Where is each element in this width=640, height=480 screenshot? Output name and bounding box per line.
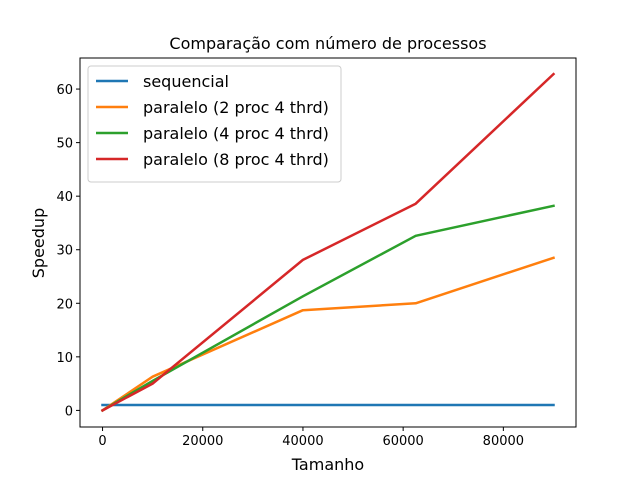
y-axis-label: Speedup — [29, 208, 48, 278]
series-line-2 — [100, 256, 556, 413]
y-tick-label: 40 — [56, 190, 73, 205]
x-tick-label: 80000 — [483, 434, 524, 449]
y-tick-label: 10 — [56, 351, 73, 366]
y-tick-label: 60 — [56, 83, 73, 98]
chart-title: Comparação com número de processos — [169, 34, 486, 53]
plot-area-frame — [79, 57, 577, 428]
x-tick-label: 20000 — [182, 434, 223, 449]
legend-label: paralelo (2 proc 4 thrd) — [143, 98, 329, 117]
axis-ticks: 0 20000 40000 60000 80000 0 10 20 30 40 50 60 — [56, 83, 524, 449]
legend-label: paralelo (8 proc 4 thrd) — [143, 150, 329, 169]
legend-box — [87, 65, 342, 183]
y-tick-label: 50 — [56, 137, 73, 152]
y-tick-label: 30 — [56, 244, 73, 259]
legend: sequencial paralelo (2 proc 4 thrd) parale… — [87, 65, 342, 183]
legend-label: paralelo (4 proc 4 thrd) — [143, 124, 329, 143]
series-lines — [100, 72, 556, 413]
series-line-4 — [100, 72, 556, 413]
y-tick-label: 20 — [56, 297, 73, 312]
y-tick-label: 0 — [65, 404, 73, 419]
x-tick-label: 0 — [98, 434, 106, 449]
x-axis-label: Tamanho — [291, 455, 364, 474]
x-tick-label: 40000 — [282, 434, 323, 449]
x-tick-label: 60000 — [382, 434, 423, 449]
legend-label: sequencial — [143, 72, 229, 91]
series-line-3 — [100, 204, 555, 413]
